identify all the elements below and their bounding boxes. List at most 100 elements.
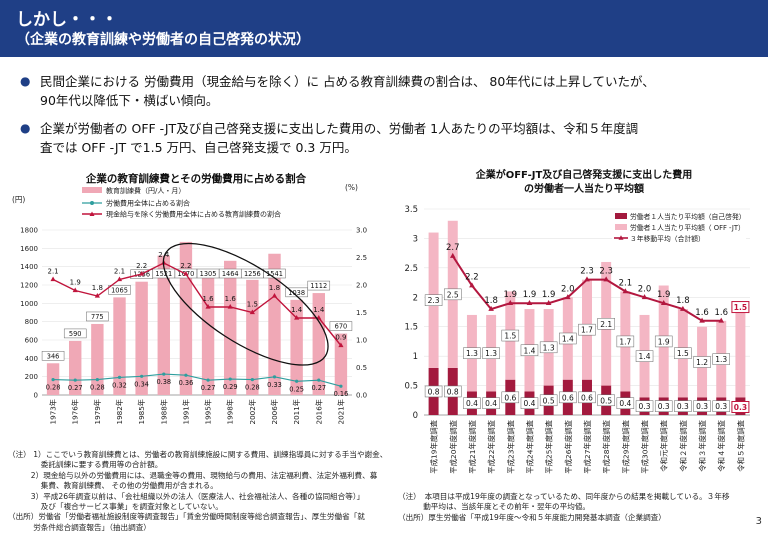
x-tick-label: 1979年 [93,399,102,424]
bar-value-box [539,341,558,354]
y2-axis-unit: (%) [345,183,358,192]
point-label: 0.34 [134,380,149,388]
x-tick-label: 令和５年度調査 [736,419,745,471]
x-tick-label: 平成30年度調査 [641,419,650,473]
y-tick-label: 800 [25,318,38,326]
chart-title: 企業の教育訓練費とその労働費用に占める割合 [85,172,307,185]
x-tick-label: 2021年 [336,399,345,424]
bar-value-label: 1.4 [639,352,651,361]
point-label: 1.8 [676,296,690,306]
point-label: 1.8 [484,296,498,306]
legend-label: 労働費用全体に占める割合 [106,199,190,208]
bar-value-box [635,400,654,412]
bar-value-label: 1.3 [715,355,727,364]
x-tick-label: 1988年 [159,399,168,424]
note-line: 動平均は、当該年度とその前年・翌年の平均値。 [398,502,591,512]
point [449,252,456,258]
y-tick-label: 1600 [20,245,38,253]
y2-tick-label: 1.5 [356,309,367,317]
point-label: 0.16 [334,390,349,398]
x-tick-label: 令和４年度調査 [717,419,726,471]
point-label: 2.2 [465,273,479,283]
point [250,378,254,382]
y2-tick-label: 0.0 [356,392,367,400]
bullet-dot-icon: ● [20,74,31,88]
bar-value-label: 1.7 [619,337,631,346]
bar-value-label: 346 [47,352,60,360]
point-label: 0.28 [90,384,105,392]
bar-value-label: 0.3 [715,402,727,411]
bar-value-box [520,397,539,409]
bar-value-box [712,353,730,365]
bar-value-box [539,394,558,407]
y2-tick-label: 3.0 [356,227,367,235]
series-line-share-total [53,373,342,387]
point [488,305,494,311]
point [317,378,321,382]
point [339,384,343,388]
point [73,378,77,382]
bar-value-label: 1.9 [658,337,670,346]
legend-marker [90,201,94,205]
bar-value-box [424,294,443,306]
bar-value-box [693,356,711,368]
point [660,299,667,305]
bar-value-label: 0.3 [658,402,670,411]
point [469,282,475,288]
legend-swatch-bar [82,187,102,193]
y-tick-label: 3.5 [404,205,418,215]
bar-value-label: 1038 [288,289,305,297]
bar [157,255,170,395]
y2-tick-label: 1.0 [356,337,367,345]
point-label: 1.8 [92,284,103,292]
slide-subtitle: （企業の教育訓練や労働者の自己啓発の状況） [16,32,310,48]
point [227,304,233,309]
note-line: 委託訓練に要する費用等の合計額。 [8,460,163,470]
point [184,373,188,377]
bar-value-box [63,328,87,339]
point-label: 1.6 [225,295,237,303]
bar-value-box [578,323,596,336]
point [507,299,514,305]
bar-value-label: 1256 [244,270,261,278]
legend-label: 教育訓練費（円/人・月） [106,186,185,195]
x-tick-label: 平成24年度調査 [525,419,534,473]
bar-value-label: 1.3 [466,349,478,358]
x-tick-label: 1998年 [226,399,235,424]
bar-value-label: 1.4 [562,334,574,343]
bar-value-label: 1065 [111,286,128,294]
bar [224,260,237,395]
bullet-text-line: 企業が労働者の OFF -JT及び自己啓発支援に支出した費用の、労働者 1人あた… [40,121,639,136]
point-label: 2.1 [619,278,633,288]
x-tick-label: 1991年 [181,399,190,424]
x-tick-label: 1985年 [137,399,146,424]
point-label: 0.29 [223,383,238,391]
note-line: （出所）労働省「労働者福祉施設制度等調査報告」「賃金労働時間制度等総合調査報告」… [8,512,365,522]
bar [69,340,82,395]
point-label: 1.5 [247,301,258,309]
y-tick-label: 0 [34,392,38,400]
bar-value-box [654,400,673,412]
bar-value-label: 1.3 [543,343,555,352]
point-label: 0.25 [289,385,304,393]
bar-value-box [463,397,481,409]
x-tick-label: 1973年 [49,399,58,424]
bullet-text-line: 査では OFF -JT で1.5 万円、自己啓発支援で 0.3 万円。 [40,140,357,155]
bar-value-label: 0.8 [447,387,459,396]
bar-value-box [444,288,462,301]
bar [334,333,348,395]
point [94,293,100,298]
legend-marker [89,211,95,216]
point-label: 1.9 [504,290,518,300]
x-tick-label: 令和２年度調査 [679,419,688,471]
bar-value-label: 1464 [222,270,239,278]
bar-value-label: 0.3 [734,403,747,412]
y-tick-label: 2 [413,293,418,303]
point-label: 1.4 [313,306,325,314]
bar-value-box [424,385,443,398]
bar-value-label: 1112 [310,282,327,290]
bar-value-box [463,347,481,359]
x-tick-label: 平成28年度調査 [602,419,611,473]
bar-value-label: 0.3 [677,402,689,411]
point [162,372,166,376]
